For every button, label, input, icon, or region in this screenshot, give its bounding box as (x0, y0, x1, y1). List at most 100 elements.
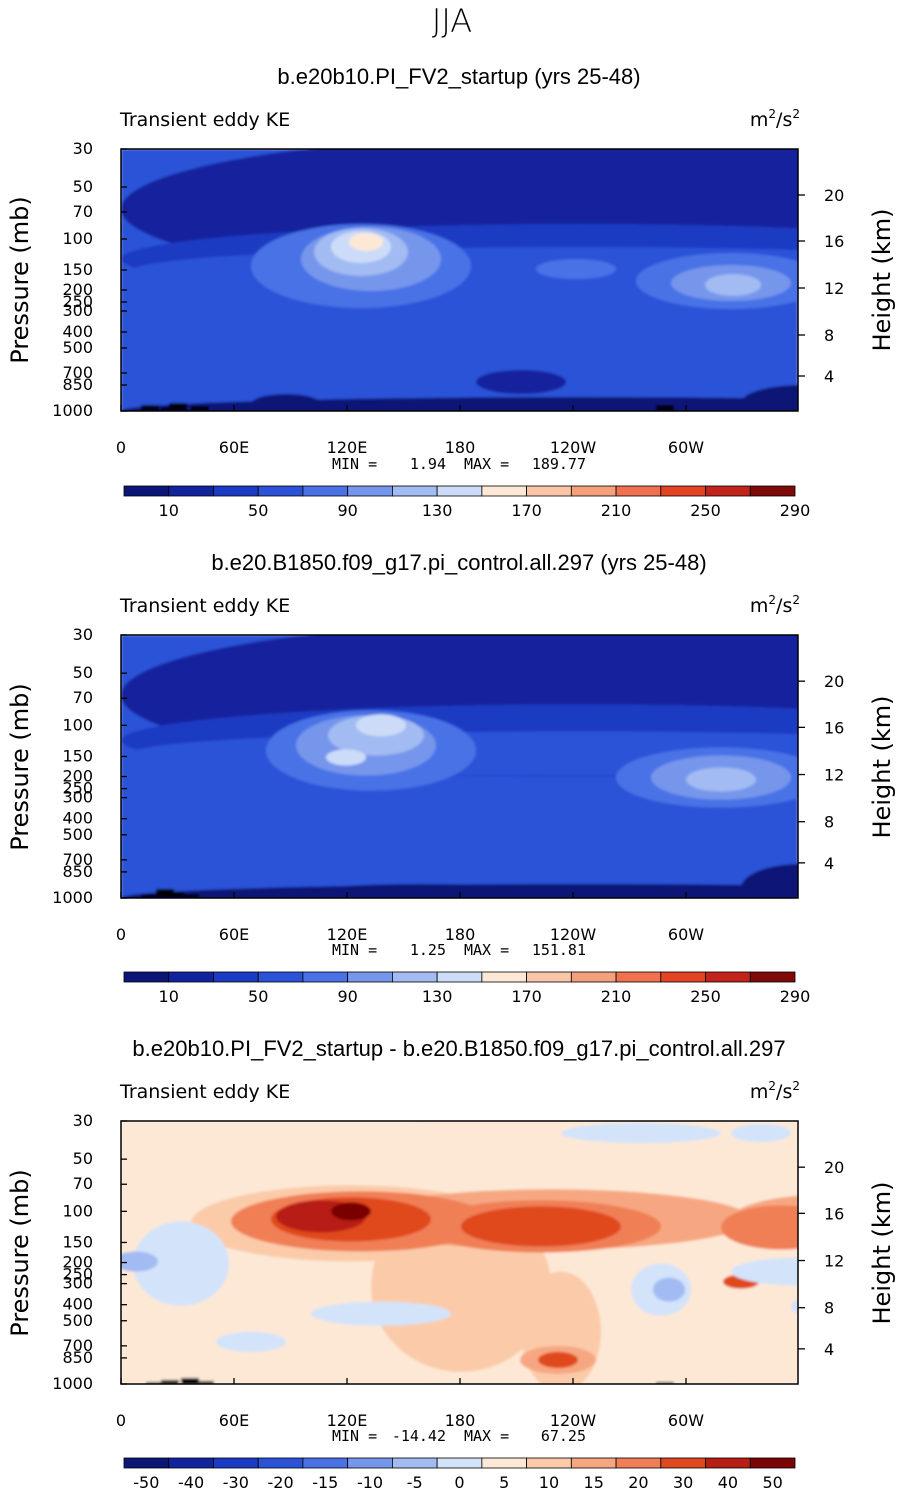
panel-2-colorbar-label: 90 (337, 987, 357, 1006)
panel-2-colorbar-label: 250 (690, 987, 721, 1006)
panel-2-xtick-label: 60W (668, 925, 704, 944)
panel-1-colorbar-swatch (570, 485, 617, 497)
panel-2-ytick-right-label: 8 (824, 813, 834, 832)
panel-3-max-value: 67.25 (541, 1427, 586, 1445)
panel-1-ytick-right-label: 16 (824, 232, 844, 251)
panel-3-colorbar-label: -15 (312, 1473, 338, 1492)
panel-1-colorbar-swatch (302, 485, 349, 497)
panel-2-contour-field (121, 635, 798, 898)
panel-2-colorbar-swatch (123, 971, 170, 983)
panel-3-field-label: Transient eddy KE (119, 1081, 290, 1103)
panel-1-ytick-label: 70 (73, 202, 93, 221)
panel-1-contour-level-8 (349, 233, 383, 251)
panel-3-contour-level-7 (561, 1123, 721, 1144)
panel-2-colorbar-swatch (615, 971, 662, 983)
panel-2-ytick-label: 250 (62, 779, 93, 798)
panel-3-contour-level-7 (133, 1221, 229, 1306)
panel-3-contour-level-7 (731, 1124, 791, 1143)
panel-2-xtick-label: 120E (327, 925, 368, 944)
panel-1-ytick-label: 150 (62, 260, 93, 279)
panel-3-contour-level-7 (311, 1301, 451, 1326)
panel-3-colorbar-label: -20 (267, 1473, 293, 1492)
panel-2-ytick-label: 700 (62, 850, 93, 869)
panel-2-ytick-label: 70 (73, 688, 93, 707)
panel-3-ytick-right-label: 16 (824, 1204, 844, 1223)
panel-2-field-label: Transient eddy KE (119, 595, 290, 617)
panel-2-colorbar-swatch (749, 971, 796, 983)
panel-3-colorbar: -50 -40 -30 -20 -15 -10 -5 0 5 10 15 20 30 40 50 (123, 1457, 796, 1492)
panel-1-colorbar-swatch (749, 485, 796, 497)
panel-1: b.e20b10.PI_FV2_startup (yrs 25-48) Tran… (6, 64, 896, 520)
panel-1-colorbar-label: 10 (159, 501, 179, 520)
panel-2-colorbar-swatch (705, 971, 751, 983)
panel-1-max-label: MAX = (464, 455, 509, 473)
panel-3-colorbar-swatch (213, 1457, 259, 1469)
panel-3-xtick-label: 120E (327, 1411, 368, 1430)
panel-1-units: m2/s2 (750, 107, 800, 131)
panel-2-topography (181, 893, 199, 898)
panel-2-min-label: MIN = (332, 941, 377, 959)
panel-1-ytick-label: 1000 (52, 401, 93, 420)
panel-3-colorbar-swatch (257, 1457, 304, 1469)
panel-1-ytick-label: 250 (62, 292, 93, 311)
panel-3-colorbar-swatch (436, 1457, 483, 1469)
panel-2-ytick-label: 50 (73, 663, 93, 682)
panel-3-colorbar-swatch (123, 1457, 170, 1469)
panel-1-colorbar-label: 90 (337, 501, 357, 520)
panel-3-xtick-label: 60E (219, 1411, 249, 1430)
panel-2-colorbar-label: 130 (422, 987, 453, 1006)
panel-3-colorbar-swatch (749, 1457, 796, 1469)
panel-1-topography (169, 403, 187, 411)
panel-2-xtick-label: 60E (219, 925, 249, 944)
panel-1-ylabel-right: Height (km) (868, 209, 896, 352)
panel-1-colorbar-swatch (391, 485, 438, 497)
panel-1-xtick-label: 60W (668, 438, 704, 457)
panel-2-ytick-right-label: 4 (824, 854, 834, 873)
panel-3-ytick-label: 300 (62, 1274, 93, 1293)
panel-3-topography (656, 1381, 674, 1384)
panel-1-contour-level-4 (536, 259, 616, 279)
panel-2-colorbar-swatch (436, 971, 483, 983)
panel-3-colorbar-swatch (705, 1457, 751, 1469)
panel-3-colorbar-swatch (347, 1457, 393, 1469)
panel-2-title: b.e20.B1850.f09_g17.pi_control.all.297 (… (211, 550, 706, 575)
panel-1-topography (141, 405, 159, 411)
panel-3-contour-level-12 (538, 1351, 578, 1368)
panel-1-contour-field (121, 149, 798, 411)
panel-3-xtick-label: 0 (116, 1411, 126, 1430)
panel-2-contour-level-7 (356, 714, 406, 737)
panel-1-min-label: MIN = (332, 455, 377, 473)
panel-2-ytick-right-label: 12 (824, 766, 844, 785)
panel-3-ylabel-right: Height (km) (868, 1182, 896, 1325)
panel-1-colorbar-swatch (436, 485, 483, 497)
panel-3-topography (196, 1380, 214, 1384)
panel-1-colorbar-label: 250 (690, 501, 721, 520)
panel-3-colorbar-label: -50 (133, 1473, 159, 1492)
panel-2-ytick-label: 200 (62, 767, 93, 786)
panel-1-xtick-label: 60E (219, 438, 249, 457)
panel-2-colorbar-swatch (257, 971, 304, 983)
panel-3-ytick-label: 700 (62, 1336, 93, 1355)
panel-1-colorbar-swatch (526, 485, 572, 497)
panel-2-xtick-label: 180 (445, 925, 476, 944)
panel-3-colorbar-label: 40 (718, 1473, 738, 1492)
panel-3-colorbar-label: -40 (178, 1473, 204, 1492)
panel-3-ytick-label: 850 (62, 1348, 93, 1367)
panel-2-ytick-label: 1000 (52, 888, 93, 907)
panel-3-ytick-label: 50 (73, 1149, 93, 1168)
panel-1-ytick-label: 200 (62, 280, 93, 299)
panel-1-ytick-label: 30 (73, 139, 93, 158)
panel-3-colorbar-swatch (660, 1457, 706, 1469)
panel-1-xtick-label: 0 (116, 438, 126, 457)
panel-1-ytick-label: 700 (62, 363, 93, 382)
panel-2-colorbar-swatch (347, 971, 393, 983)
panel-1-colorbar: 10 50 90 130 170 210 250 290 (123, 485, 810, 520)
panel-2: b.e20.B1850.f09_g17.pi_control.all.297 (… (6, 550, 896, 1006)
panel-3-xtick-label: 180 (445, 1411, 476, 1430)
panel-3-topography (161, 1379, 179, 1384)
panel-2-colorbar-swatch (570, 971, 617, 983)
panel-1-colorbar-swatch (347, 485, 393, 497)
panel-1-ytick-label: 100 (62, 229, 93, 248)
panel-3-ytick-right-label: 20 (824, 1158, 844, 1177)
